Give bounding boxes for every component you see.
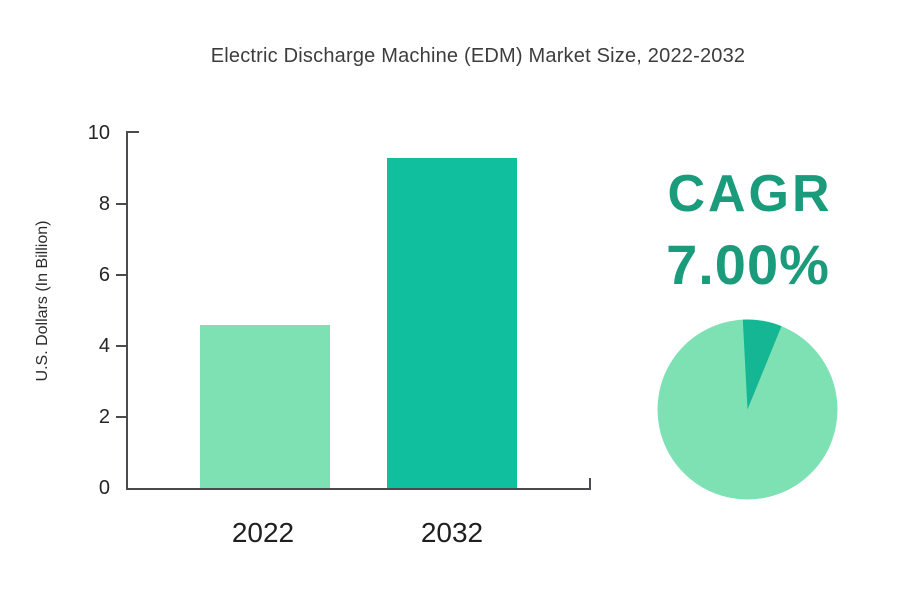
pie-slice-cagr [742,319,782,410]
x-axis-end-cap [589,478,591,488]
y-tick-label: 6 [98,264,110,286]
x-tick-label-2032: 2032 [420,517,484,548]
cagr-label: CAGR [667,165,833,223]
y-tick-label: 2 [98,406,110,428]
y-tick-mark [116,345,126,347]
y-tick-mark [116,203,126,205]
y-tick-label: 4 [98,335,110,357]
bar-2032 [387,157,517,488]
x-axis-line [126,488,591,490]
x-tick-label-2022: 2022 [231,517,295,548]
y-axis-title: U.S. Dollars (In Billion) [34,220,51,382]
y-axis-top-cap [128,131,139,133]
cagr-value: 7.00% [666,233,830,296]
y-tick-label: 10 [87,122,110,144]
pie-chart [657,319,838,500]
chart-title: Electric Discharge Machine (EDM) Market … [210,45,746,67]
y-tick-mark [116,416,126,418]
y-tick-label: 0 [98,477,110,499]
bar-2022 [200,324,330,488]
y-tick-label: 8 [98,193,110,215]
y-tick-mark [116,274,126,276]
y-axis-line [126,131,128,490]
